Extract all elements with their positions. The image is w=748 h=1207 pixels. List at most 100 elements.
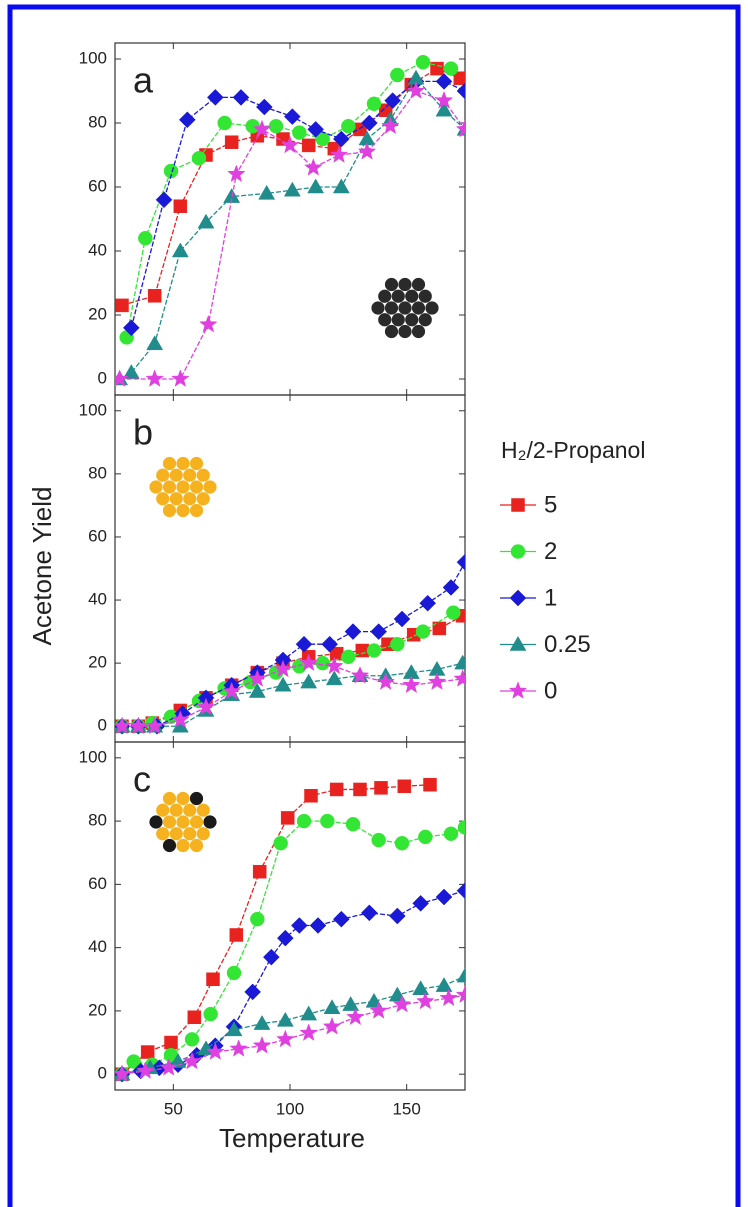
marker-square: [115, 298, 129, 313]
y-tick-label: 40: [88, 240, 107, 259]
cluster-atom: [411, 301, 426, 315]
panel-label: b: [133, 412, 153, 453]
marker-diamond: [456, 553, 465, 571]
marker-star: [406, 81, 426, 99]
legend-label: 0.25: [544, 631, 591, 658]
marker-circle: [390, 67, 405, 83]
cluster-atom: [169, 492, 183, 506]
cluster-atom: [405, 289, 419, 303]
marker-circle: [138, 230, 153, 246]
cluster-atom: [405, 313, 419, 327]
cluster-atom: [162, 503, 177, 518]
marker-star: [439, 988, 458, 1007]
cluster-atom: [398, 277, 412, 292]
marker-diamond: [419, 594, 437, 612]
series-line: [121, 67, 461, 307]
marker-triangle: [171, 242, 189, 258]
marker-square: [353, 782, 367, 797]
cluster-atom: [384, 277, 399, 292]
marker-triangle: [225, 1021, 243, 1037]
marker-circle: [345, 817, 361, 832]
marker-star: [182, 1051, 202, 1070]
marker-diamond: [178, 111, 196, 129]
y-tick-label: 60: [88, 526, 107, 545]
marker-diamond: [283, 108, 301, 125]
marker-star: [346, 1007, 365, 1026]
marker-diamond: [456, 82, 465, 100]
panel-label: c: [133, 759, 151, 800]
marker-circle: [315, 655, 330, 671]
y-tick-label: 60: [88, 874, 107, 893]
marker-triangle: [325, 670, 343, 686]
marker-triangle: [197, 213, 215, 229]
marker-star: [115, 369, 129, 387]
marker-triangle: [307, 178, 325, 194]
cluster-atom: [378, 313, 392, 327]
marker-circle: [443, 826, 459, 841]
marker-star: [280, 135, 300, 154]
marker-square: [374, 781, 388, 795]
cluster-atom: [189, 838, 204, 853]
marker-square: [147, 289, 162, 303]
marker-star: [304, 158, 323, 176]
marker-triangle: [332, 178, 350, 194]
cluster-atom: [203, 815, 217, 829]
y-tick-label: 0: [98, 1064, 107, 1083]
marker-diamond: [435, 888, 453, 906]
cluster-atom: [162, 815, 177, 829]
frame: [7, 4, 741, 1207]
marker-diamond: [206, 89, 224, 106]
marker-diamond: [307, 121, 325, 138]
cluster-atom: [156, 827, 170, 841]
marker-diamond: [509, 589, 527, 607]
marker-star: [299, 653, 318, 671]
cluster-atom: [418, 313, 432, 327]
plot-area: [115, 777, 465, 1083]
marker-square: [206, 972, 220, 987]
marker-star: [434, 90, 454, 109]
series-line: [122, 561, 465, 727]
marker-star: [196, 697, 216, 716]
marker-diamond: [232, 89, 250, 106]
cluster-atom: [162, 456, 177, 471]
marker-square: [187, 1010, 202, 1024]
marker-diamond: [122, 319, 140, 337]
marker-star: [222, 681, 241, 700]
marker-square: [378, 103, 393, 117]
marker-star: [248, 669, 267, 687]
cluster-atom: [162, 480, 177, 494]
marker-square: [252, 864, 267, 879]
cluster-atom: [162, 791, 177, 806]
marker-circle: [341, 649, 356, 665]
x-tick-label: 150: [392, 1099, 420, 1118]
marker-diamond: [456, 882, 465, 900]
cluster-atom: [176, 838, 190, 853]
marker-diamond: [295, 635, 313, 653]
marker-star: [252, 119, 272, 138]
marker-diamond: [442, 579, 460, 596]
marker-triangle: [456, 967, 465, 983]
y-tick-label: 80: [88, 463, 107, 482]
marker-square: [511, 498, 525, 512]
marker-square: [280, 811, 295, 825]
marker-triangle: [323, 999, 341, 1014]
marker-triangle: [274, 676, 292, 692]
y-tick-label: 100: [79, 747, 107, 766]
cluster-atom: [156, 468, 170, 482]
marker-square: [423, 777, 437, 792]
y-tick-label: 20: [88, 304, 107, 323]
marker-star: [171, 369, 190, 387]
marker-star: [171, 710, 190, 728]
marker-star: [115, 1064, 132, 1083]
cluster-atom: [162, 838, 177, 853]
marker-triangle: [300, 673, 318, 689]
y-tick-label: 40: [88, 937, 107, 956]
cluster-atom: [183, 492, 197, 506]
marker-circle: [443, 61, 459, 76]
marker-circle: [366, 643, 382, 658]
marker-star: [252, 1035, 272, 1054]
marker-star: [322, 1017, 342, 1035]
series-line: [130, 80, 465, 328]
y-tick-label: 100: [79, 48, 107, 67]
